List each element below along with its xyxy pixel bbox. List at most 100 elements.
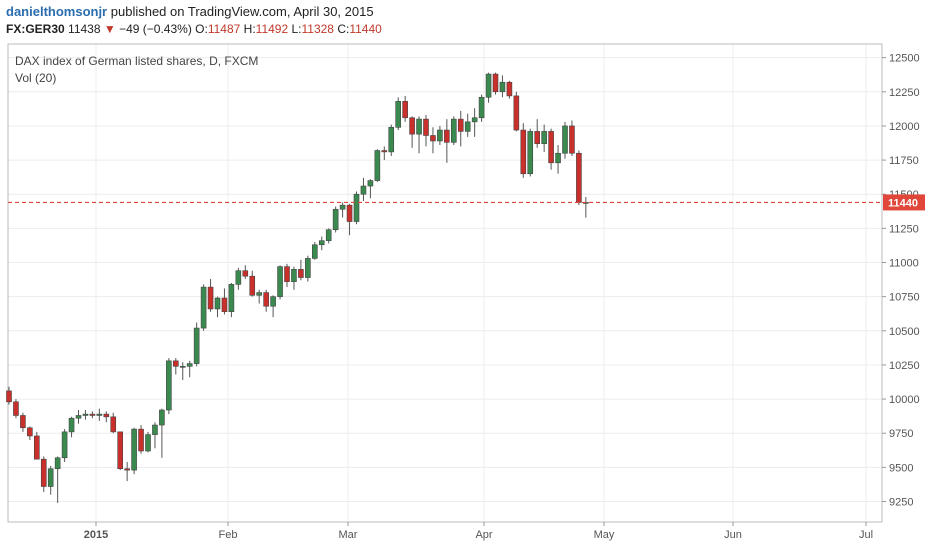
close-label: C: (337, 22, 350, 36)
candle-down (89, 413, 96, 416)
publish-line: danielthomsonjr published on TradingView… (6, 4, 374, 19)
candle-up (325, 229, 332, 241)
open-label: O: (195, 22, 208, 36)
candle-up (68, 417, 75, 433)
candle-down (284, 266, 290, 282)
candle-up (311, 244, 318, 259)
low-value: 11328 (301, 22, 334, 36)
candle-up (450, 118, 457, 143)
candle-down (13, 401, 19, 416)
candle-up (388, 127, 395, 153)
candles-layer (6, 72, 589, 503)
candle-down (457, 118, 464, 132)
price-axis[interactable]: 9250 9500 9750 10000 10250 10500 10750 11000 112… (882, 53, 920, 509)
x-tick-label: May (594, 529, 615, 541)
candle-up (214, 297, 221, 310)
candle-down (548, 131, 554, 164)
y-tick-label: 11250 (889, 223, 919, 235)
low-label: L: (291, 22, 302, 36)
candle-down (444, 129, 450, 143)
quote-line: FX:GER30 11438 ▼ −49 (−0.43%) O:11487 H:… (6, 22, 382, 36)
candle-down (569, 125, 575, 154)
candle-down (423, 118, 429, 136)
candle-up (270, 296, 276, 307)
candle-up (131, 428, 137, 471)
candle-up (562, 125, 568, 154)
candle-up (145, 434, 151, 452)
high-value: 11492 (255, 22, 289, 36)
y-tick-label: 11750 (889, 155, 919, 167)
symbol-label: FX:GER30 (6, 22, 65, 36)
x-tick-label: 2015 (84, 529, 108, 541)
candle-up (360, 185, 367, 195)
candle-down (576, 152, 582, 203)
candle-down (33, 435, 40, 460)
x-tick-label: Jun (724, 529, 742, 541)
candle-up (193, 327, 200, 364)
candle-up (75, 415, 82, 419)
candle-down (27, 427, 33, 437)
current-price-label: 11440 (888, 197, 918, 209)
candle-up (332, 208, 339, 231)
last-price: 11438 (68, 22, 101, 36)
y-tick-label: 10500 (889, 326, 920, 338)
candle-up (471, 117, 478, 123)
candle-up (277, 266, 283, 297)
candle-down (138, 428, 144, 452)
time-axis[interactable]: 2015 Feb Mar Apr May Jun Jul (84, 522, 873, 541)
candle-up (499, 81, 506, 93)
candle-down (506, 81, 513, 97)
candle-down (242, 270, 249, 277)
candle-up (318, 240, 325, 246)
open-value: 11487 (207, 22, 241, 36)
candle-up (464, 121, 471, 132)
chart-title: DAX index of German listed shares, D, FX… (15, 54, 258, 68)
plot-border (7, 43, 883, 523)
candle-up (235, 270, 242, 285)
candle-down (110, 416, 117, 433)
y-tick-label: 11000 (889, 258, 919, 270)
candle-up (61, 431, 68, 459)
candle-down (117, 431, 123, 470)
y-tick-label: 10000 (889, 394, 920, 406)
candle-down (20, 415, 26, 429)
author-link[interactable]: danielthomsonjr (6, 4, 108, 19)
published-text: published on TradingView.com, April 30, … (110, 4, 374, 19)
candle-down (513, 95, 520, 131)
candle-down (409, 117, 415, 135)
candle-up (367, 180, 374, 187)
y-tick-label: 9250 (889, 497, 913, 509)
candle-down (124, 468, 130, 471)
candle-down (103, 413, 110, 418)
candle-down (492, 73, 499, 93)
price-change: −49 (−0.43%) (119, 22, 192, 36)
candle-up (478, 96, 485, 119)
candle-down (173, 360, 179, 367)
candle-down (263, 292, 269, 307)
candle-up (416, 118, 422, 135)
x-tick-label: Jul (859, 529, 873, 541)
candle-down (40, 458, 47, 487)
candle-down (520, 129, 527, 175)
y-tick-label: 12500 (889, 53, 920, 65)
candle-up (47, 468, 54, 487)
candle-up (291, 269, 297, 282)
candle-up (555, 152, 561, 164)
candle-up (228, 284, 235, 312)
down-arrow-icon: ▼ (103, 22, 116, 36)
candle-up (179, 366, 186, 368)
y-tick-label: 10750 (889, 292, 920, 304)
candle-down (346, 204, 353, 222)
candle-up (200, 286, 207, 329)
candle-up (166, 360, 172, 411)
candle-up (437, 129, 443, 142)
candle-up (395, 101, 402, 128)
candle-up (256, 292, 263, 296)
y-tick-label: 10250 (889, 360, 920, 372)
volume-indicator-label: Vol (20) (15, 71, 56, 85)
x-tick-label: Apr (475, 529, 492, 541)
candle-down (430, 135, 436, 142)
candle-up (159, 409, 165, 426)
candle-up (186, 363, 193, 367)
